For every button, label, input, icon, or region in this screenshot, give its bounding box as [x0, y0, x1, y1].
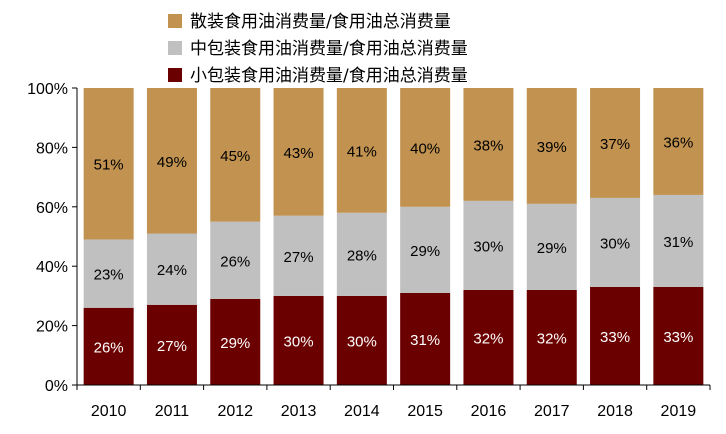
data-label: 32% — [473, 330, 503, 347]
x-tick-label: 2016 — [471, 403, 507, 420]
data-label: 29% — [537, 240, 567, 257]
axes: 0% 20% 40% 60% 80% 100% 2010 2011 2012 2013 2014 20… — [27, 81, 711, 420]
data-label: 30% — [284, 333, 314, 350]
bar-segment — [463, 200, 514, 290]
data-label: 32% — [537, 330, 567, 347]
x-tick-label: 2012 — [217, 403, 253, 420]
bar-segment — [653, 194, 704, 287]
bar-segment — [400, 206, 451, 293]
bar-segment — [590, 88, 641, 198]
data-label: 41% — [347, 143, 377, 160]
plot-area: 26% 23% 51% 27% 24% 49% 29% 26% 45% 30% 27% 43% 30% 2… — [83, 88, 704, 385]
data-label: 30% — [347, 333, 377, 350]
data-label: 28% — [347, 247, 377, 264]
bar-segment — [463, 289, 514, 385]
y-tick-label: 20% — [36, 319, 68, 336]
x-tick-label: 2011 — [155, 403, 190, 420]
x-tick-label: 2019 — [661, 403, 697, 420]
x-tick-label: 2013 — [281, 403, 317, 420]
y-tick-label: 60% — [36, 200, 68, 217]
data-label: 27% — [284, 249, 314, 266]
x-tick-label: 2015 — [407, 403, 443, 420]
legend-label: 小包装食用油消费量/食用油总消费量 — [190, 66, 468, 86]
y-tick-label: 100% — [27, 81, 68, 98]
legend-swatch — [168, 68, 182, 82]
bar-segment — [210, 298, 261, 385]
data-label: 49% — [157, 154, 187, 171]
data-label: 33% — [600, 329, 630, 346]
data-label: 31% — [410, 332, 440, 349]
legend: 散装食用油消费量/食用油总消费量中包装食用油消费量/食用油总消费量小包装食用油消… — [168, 12, 468, 86]
bar-segment — [210, 221, 261, 299]
bar-segment — [463, 88, 514, 201]
bar-segment — [146, 88, 197, 234]
data-label: 33% — [663, 329, 693, 346]
data-label: 40% — [410, 140, 440, 157]
data-label: 38% — [473, 137, 503, 154]
bar-segment — [146, 304, 197, 385]
bar-segment — [526, 88, 577, 204]
data-label: 23% — [94, 267, 124, 284]
data-label: 30% — [600, 235, 630, 252]
data-label: 27% — [157, 338, 187, 355]
legend-label: 中包装食用油消费量/食用油总消费量 — [190, 39, 468, 59]
y-tick-label: 40% — [36, 259, 68, 276]
bar-segment — [590, 286, 641, 385]
bar-segment — [273, 215, 324, 296]
bar-segment — [83, 307, 134, 385]
bar-segment — [653, 286, 704, 385]
legend-label: 散装食用油消费量/食用油总消费量 — [190, 12, 451, 32]
data-label: 26% — [220, 253, 250, 270]
bar-segment — [273, 295, 324, 385]
bar-segment — [210, 88, 261, 222]
bar-segment — [526, 203, 577, 290]
bar-segment — [590, 197, 641, 287]
x-tick-label: 2018 — [597, 403, 633, 420]
data-label: 29% — [410, 243, 440, 260]
legend-swatch — [168, 41, 182, 55]
x-tick-label: 2017 — [534, 403, 570, 420]
bar-segment — [400, 88, 451, 207]
x-tick-label: 2010 — [91, 403, 127, 420]
data-label: 51% — [94, 157, 124, 174]
data-label: 29% — [220, 335, 250, 352]
bar-segment — [336, 295, 387, 385]
bar-segment — [146, 233, 197, 305]
data-label: 39% — [537, 139, 567, 156]
data-label: 30% — [473, 238, 503, 255]
y-tick-label: 80% — [36, 140, 68, 157]
bar-segment — [526, 289, 577, 385]
bar-segment — [83, 88, 134, 240]
data-label: 26% — [94, 339, 124, 356]
data-label: 37% — [600, 136, 630, 153]
bar-segment — [336, 88, 387, 213]
bar-segment — [83, 239, 134, 308]
data-label: 24% — [157, 262, 187, 279]
x-tick-label: 2014 — [344, 403, 380, 420]
bar-segment — [653, 88, 704, 195]
data-label: 43% — [284, 145, 314, 162]
data-label: 36% — [663, 134, 693, 151]
y-tick-label: 0% — [45, 378, 68, 395]
data-label: 31% — [663, 234, 693, 251]
bar-segment — [400, 292, 451, 385]
legend-swatch — [168, 14, 182, 28]
bar-segment — [273, 88, 324, 216]
data-label: 45% — [220, 148, 250, 165]
bar-segment — [336, 212, 387, 296]
